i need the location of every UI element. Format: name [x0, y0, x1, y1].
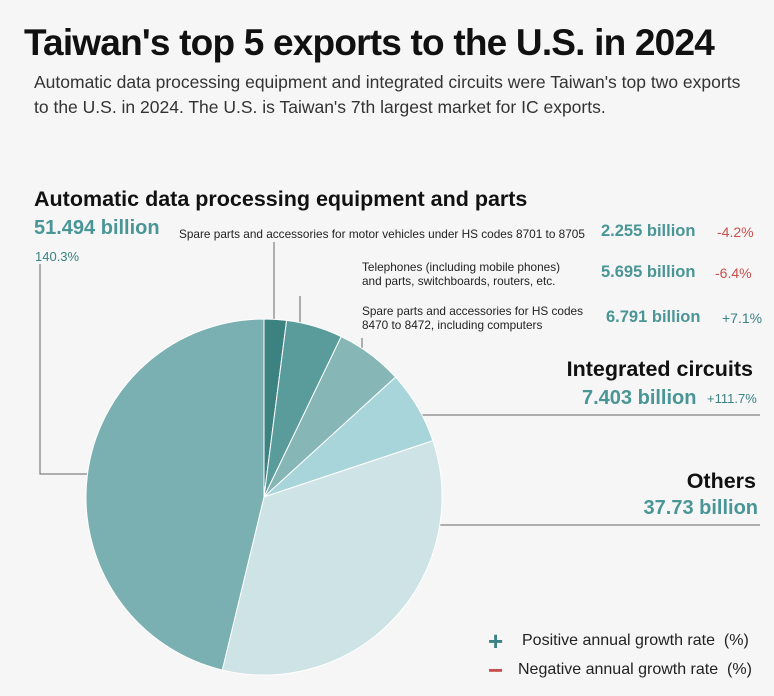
pie-slice-adp [85, 318, 265, 671]
legend-negative: − Negative annual growth rate (%) [488, 655, 752, 685]
others-label: Others [686, 469, 756, 493]
pie-slice-others [221, 440, 443, 676]
telephones-growth: -6.4% [715, 265, 752, 281]
adp-value: 51.494 billion [34, 217, 160, 239]
legend-positive: + Positive annual growth rate (%) [488, 626, 749, 656]
chart-subtitle: Automatic data processing equipment and … [34, 72, 741, 117]
vehicle-parts-label: Spare parts and accessories for motor ve… [179, 227, 585, 241]
vehicle-parts-growth: -4.2% [717, 224, 754, 240]
leader-line-adp [39, 264, 100, 475]
spare-8470-label-line2: 8470 to 8472, including computers [362, 318, 543, 332]
legend-positive-text: Positive annual growth rate (%) [522, 632, 749, 649]
others-value: 37.73 billion [643, 497, 758, 519]
spare-8470-value: 6.791 billion [606, 308, 701, 326]
minus-icon: − [488, 655, 504, 685]
adp-label: Automatic data processing equipment and … [34, 187, 528, 211]
ic-label: Integrated circuits [566, 357, 753, 381]
chart-title: Taiwan's top 5 exports to the U.S. in 20… [24, 22, 715, 63]
ic-growth: +111.7% [707, 391, 757, 406]
ic-value: 7.403 billion [582, 387, 697, 409]
plus-icon: + [488, 626, 504, 656]
vehicle-parts-value: 2.255 billion [601, 222, 696, 240]
telephones-label-line1: Telephones (including mobile phones) [362, 260, 561, 274]
telephones-value: 5.695 billion [601, 263, 696, 281]
legend-negative-text: Negative annual growth rate (%) [518, 661, 752, 678]
adp-growth: 140.3% [35, 249, 80, 264]
telephones-label-line2: and parts, switchboards, routers, etc. [362, 274, 556, 288]
spare-8470-growth: +7.1% [722, 310, 763, 326]
spare-8470-label-line1: Spare parts and accessories for HS codes [362, 304, 583, 318]
pie-slices [85, 318, 443, 676]
